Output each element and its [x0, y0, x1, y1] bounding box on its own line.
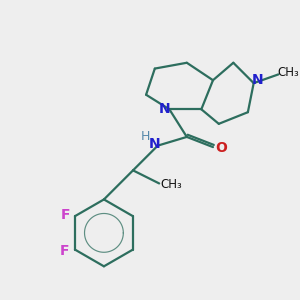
Text: N: N [158, 102, 170, 116]
Text: CH₃: CH₃ [278, 66, 299, 79]
Text: O: O [215, 141, 227, 155]
Text: N: N [251, 73, 263, 87]
Text: N: N [149, 137, 160, 151]
Text: CH₃: CH₃ [160, 178, 182, 190]
Text: H: H [141, 130, 150, 143]
Text: F: F [61, 208, 70, 222]
Text: F: F [60, 244, 70, 258]
